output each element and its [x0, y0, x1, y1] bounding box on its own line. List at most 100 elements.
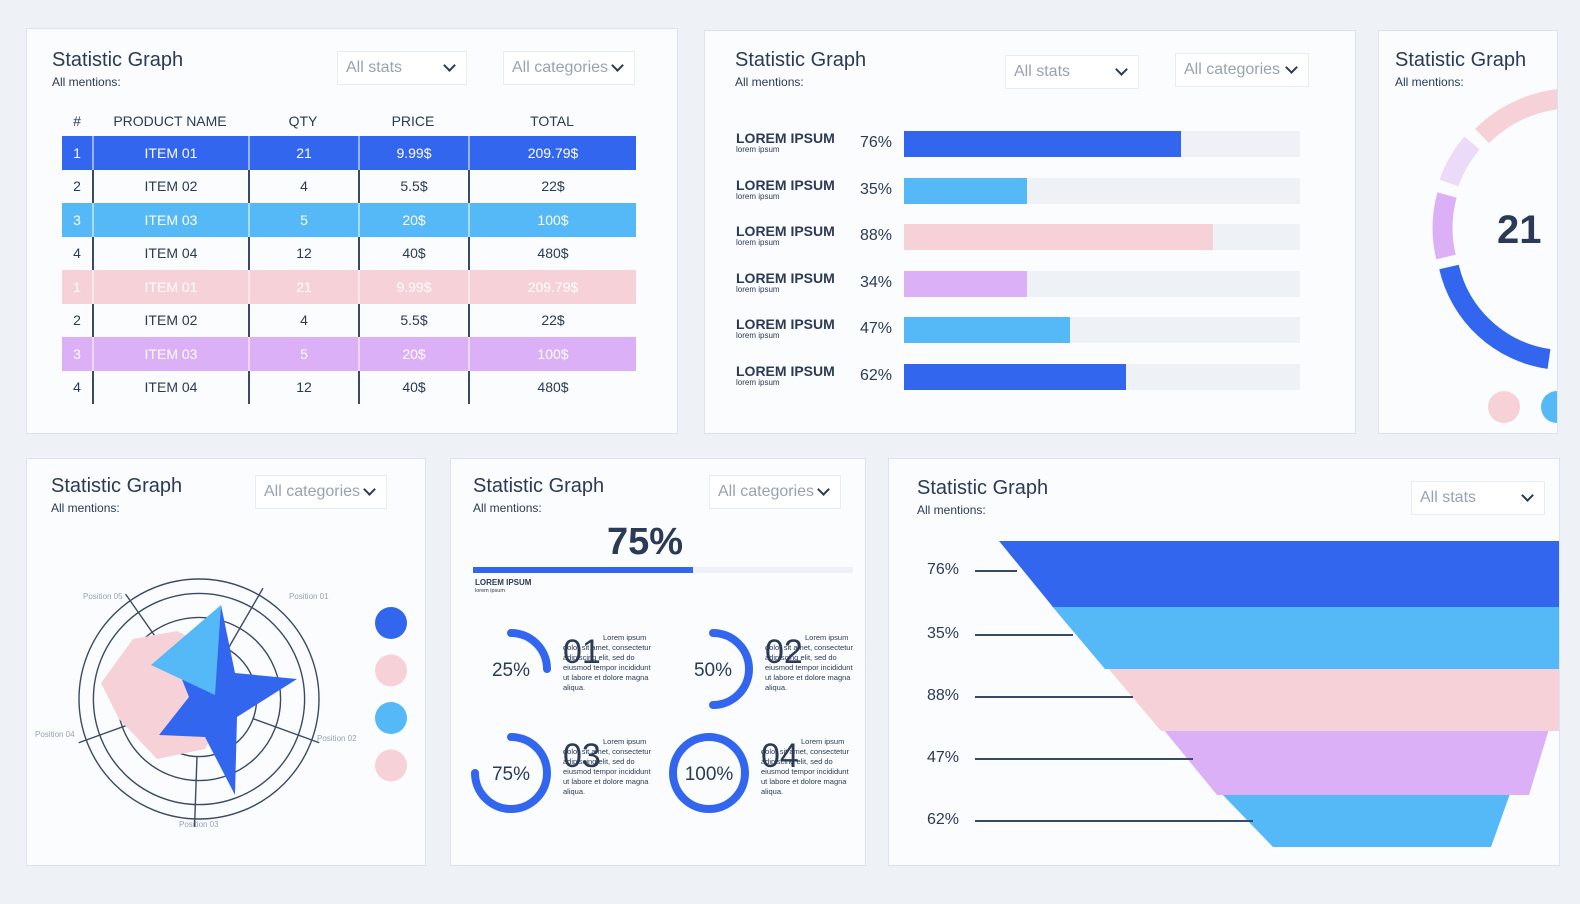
- table-cell: 40$: [358, 370, 468, 404]
- bar-row: LOREM IPSUM lorem ipsum 34%: [736, 270, 1306, 300]
- table-cell: 2: [73, 312, 81, 329]
- bar: [904, 224, 1213, 250]
- funnel-card: Statistic Graph All mentions: All stats …: [888, 458, 1560, 866]
- funnel-segment: [1107, 667, 1559, 731]
- progress-track: [473, 567, 853, 573]
- column-header: QTY: [288, 113, 318, 129]
- bar-value-label: 35%: [860, 180, 893, 198]
- bar-sublabel: lorem ipsum: [736, 191, 780, 201]
- donut-segment-pink: [1474, 89, 1557, 144]
- table-cell: 22$: [468, 303, 636, 337]
- table-cell: 21: [248, 136, 358, 170]
- card-subtitle: All mentions:: [1395, 75, 1464, 89]
- progress-fill: [473, 567, 694, 573]
- table-cell: 3: [73, 345, 81, 362]
- table-row[interactable]: 4 ITEM 04 12 40$ 480$: [62, 370, 636, 404]
- table-cell: 12: [248, 370, 358, 404]
- bar: [904, 363, 1126, 390]
- funnel-segment: [1051, 605, 1559, 669]
- table-cell: 20$: [358, 203, 468, 237]
- legend-dot-pink: [1488, 391, 1520, 423]
- bar-sublabel: lorem ipsum: [736, 377, 780, 387]
- categories-dropdown[interactable]: All categories: [1175, 53, 1309, 87]
- table-cell: 100$: [468, 337, 636, 371]
- progress-ring: [507, 629, 551, 673]
- progress-ring: [709, 629, 753, 709]
- bar-sublabel: lorem ipsum: [736, 145, 780, 154]
- bar: [904, 317, 1071, 343]
- card-title: Statistic Graph: [1395, 49, 1527, 71]
- bar-track: [904, 131, 1300, 157]
- bar-value-label: 47%: [860, 320, 893, 337]
- progress-item-number: 01: [563, 633, 601, 671]
- progress-card: Statistic Graph All mentions: All catego…: [450, 458, 866, 866]
- progress-item-text: Lorem ipsum dolor sit amet, consectetur …: [761, 737, 849, 796]
- bar: [904, 177, 1027, 204]
- progress-bar-sublabel: lorem ipsum: [475, 588, 505, 594]
- chevron-down-icon: [1115, 63, 1128, 76]
- progress-ring-label: 25%: [492, 660, 530, 681]
- donut-center-value: 21: [1497, 208, 1542, 252]
- categories-dropdown[interactable]: All categories: [503, 51, 635, 85]
- table-cell: 100$: [468, 203, 636, 237]
- column-header: PRICE: [391, 113, 435, 129]
- bar-row: LOREM IPSUM lorem ipsum 76%: [736, 130, 1306, 160]
- funnel-segment: [1219, 791, 1511, 847]
- table-cell: 480$: [468, 370, 636, 404]
- legend-dot: [375, 749, 407, 782]
- product-table: # PRODUCT NAME QTY PRICE TOTAL 1 ITEM 01 2…: [62, 106, 636, 404]
- stats-dropdown[interactable]: All stats: [337, 51, 467, 85]
- table-row[interactable]: 2 ITEM 02 4 5.5$ 22$: [62, 303, 636, 337]
- table-row[interactable]: 4 ITEM 04 12 40$ 480$: [62, 236, 636, 270]
- bar-track: [904, 270, 1300, 297]
- categories-dropdown[interactable]: All categories: [255, 475, 387, 509]
- donut-segment-purple: [1432, 192, 1457, 260]
- table-cell: ITEM 02: [92, 169, 248, 203]
- chevron-down-icon: [611, 59, 624, 72]
- progress-ring-label: 50%: [694, 660, 732, 681]
- radar-grid-ring: [92, 592, 306, 806]
- table-row[interactable]: 3 ITEM 03 5 20$ 100$: [62, 337, 636, 371]
- bar: [904, 270, 1027, 297]
- card-title: Statistic Graph: [52, 49, 184, 71]
- radar-axis-label: Position 02: [317, 734, 357, 743]
- card-subtitle: All mentions:: [735, 75, 804, 89]
- categories-dropdown-label: All categories: [512, 59, 609, 76]
- funnel-label: 62%: [927, 811, 960, 828]
- table-cell: 4: [248, 303, 358, 337]
- bar-row: LOREM IPSUM lorem ipsum 88%: [736, 223, 1306, 253]
- table-cell: ITEM 03: [92, 337, 248, 371]
- bar-sublabel: lorem ipsum: [736, 284, 780, 294]
- progress-rings: 25% 50% 75% 100%: [471, 629, 753, 813]
- progress-headline: 75%: [607, 521, 684, 563]
- table-cell: 12: [248, 236, 358, 270]
- stats-dropdown[interactable]: All stats: [1411, 481, 1545, 515]
- funnel-label: 76%: [927, 561, 960, 578]
- radar-series-lightblue: [151, 605, 221, 695]
- bar-label: LOREM IPSUM: [736, 130, 835, 146]
- column-header: #: [73, 113, 81, 129]
- table-cell: 1: [73, 144, 81, 161]
- table-cell: ITEM 02: [92, 303, 248, 337]
- progress-bar-label: LOREM IPSUM: [475, 578, 532, 587]
- table-row[interactable]: 1 ITEM 01 21 9.99$ 209.79$: [62, 136, 636, 170]
- funnel-segment: [1163, 729, 1549, 795]
- bar-row: LOREM IPSUM lorem ipsum 35%: [736, 177, 1306, 207]
- donut-segment-purple-light: [1439, 136, 1480, 187]
- bar-track: [904, 224, 1300, 250]
- table-row[interactable]: 3 ITEM 03 5 20$ 100$: [62, 203, 636, 237]
- donut-segment-blue: [1439, 264, 1551, 369]
- progress-item-number: 03: [563, 737, 601, 775]
- table-cell: 5: [248, 337, 358, 371]
- progress-item-number: 02: [765, 633, 803, 671]
- table-row[interactable]: 1 ITEM 01 21 9.99$ 209.79$: [62, 270, 636, 304]
- table-row[interactable]: 2 ITEM 02 4 5.5$ 22$: [62, 169, 636, 203]
- chevron-down-icon: [443, 59, 456, 72]
- bar-sublabel: lorem ipsum: [736, 331, 780, 340]
- stats-dropdown[interactable]: All stats: [1005, 55, 1139, 89]
- table-cell: 480$: [468, 236, 636, 270]
- radar-card: Statistic Graph All mentions: All catego…: [26, 458, 426, 866]
- legend-dot: [375, 654, 407, 687]
- table-cell: 21: [248, 270, 358, 304]
- categories-dropdown[interactable]: All categories: [709, 475, 841, 509]
